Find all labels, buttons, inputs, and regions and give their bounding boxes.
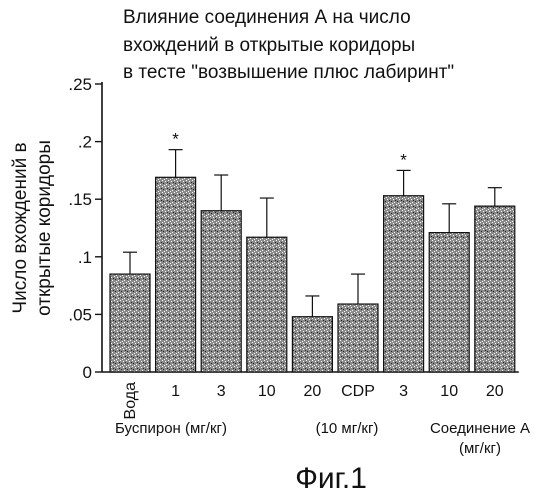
y-axis-label-line-1: Число вхождений в [10,142,31,313]
y-tick-label: .15 [68,190,92,209]
x-tick-label-8: 10 [440,383,458,400]
bars [110,177,515,372]
figure-caption: Фиг.1 [295,462,367,495]
group-label-3-line-1: Соединение А [430,420,530,437]
x-tick-label-3: 3 [217,383,226,400]
bar-1 [110,274,150,372]
significance-star-2: * [172,130,179,149]
chart-title-line-1: Влияние соединения А на число [123,7,411,28]
x-tick-label-7: 3 [399,383,408,400]
group-label-3-line-2: (мг/кг) [459,440,501,457]
chart-title-line-2: вхождений в открытые коридоры [123,35,415,56]
x-tick-labels: Вода 1 3 10 20 CDP 3 10 20 [122,382,504,420]
bar-2 [156,177,196,372]
x-tick-label-2: 1 [171,383,180,400]
bar-9 [475,206,515,372]
x-tick-label-4: 10 [258,383,276,400]
y-ticks: 0 .05 .1 .15 .2 .25 [68,75,102,382]
y-tick-label: .2 [78,133,92,152]
y-axis-label: Число вхождений воткрытые коридоры [10,140,55,316]
bar-5 [292,317,332,372]
y-axis-label-line-2: открытые коридоры [34,140,55,316]
bar-3 [201,211,241,372]
x-tick-label-5: 20 [304,383,322,400]
bar-4 [247,237,287,372]
x-tick-label-6: CDP [341,383,375,400]
y-tick-label: .05 [68,305,92,324]
group-label-2-line-1: (10 мг/кг) [316,420,379,437]
significance-markers: ** [172,130,407,170]
x-tick-label-9: 20 [486,383,504,400]
bar-6 [338,304,378,372]
y-tick-label: .25 [68,75,92,94]
bar-8 [429,233,469,372]
y-tick-label: .1 [78,248,92,267]
chart-title-line-3: в тесте "возвышение плюс лабиринт" [123,62,454,83]
y-tick-label: 0 [83,363,92,382]
chart-title: Влияние соединения А на число вхождений в… [123,7,454,83]
group-labels: Буспирон (мг/кг) (10 мг/кг) Соединение А (м… [115,420,530,457]
significance-star-7: * [400,150,407,169]
x-tick-label-1: Вода [122,382,139,420]
bar-7 [384,196,424,372]
group-label-1-line-1: Буспирон (мг/кг) [115,420,227,437]
